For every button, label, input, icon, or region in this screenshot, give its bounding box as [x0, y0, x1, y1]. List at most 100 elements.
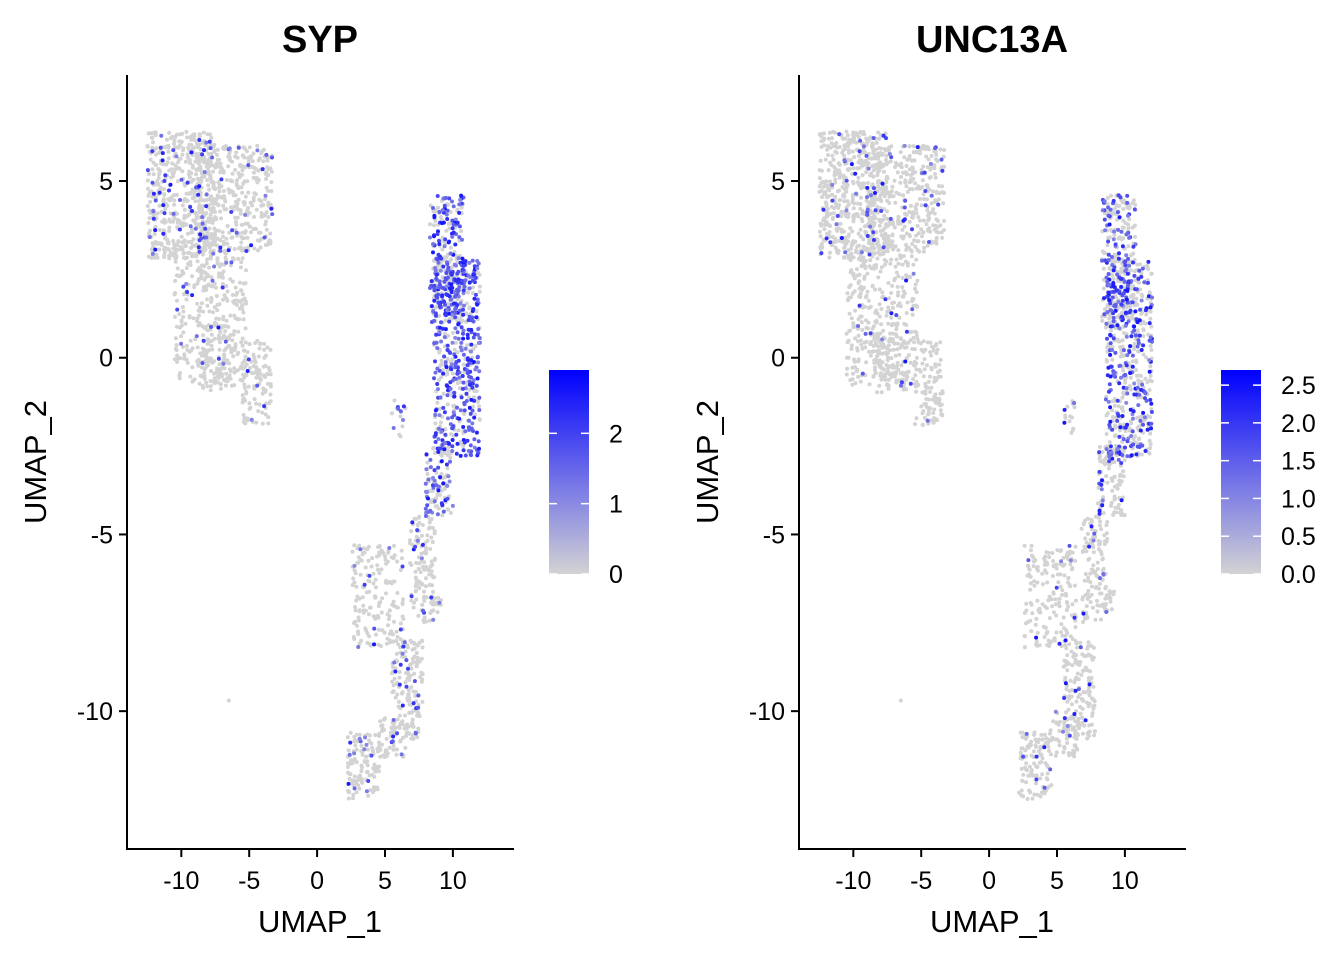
- cell-point: [890, 322, 895, 327]
- cell-point: [355, 560, 360, 565]
- cell-point-expressing: [450, 234, 455, 239]
- cell-point: [218, 170, 223, 175]
- cell-point-expressing: [455, 405, 459, 410]
- cell-point: [384, 641, 389, 646]
- cell-point: [876, 130, 881, 135]
- cell-point: [474, 389, 479, 394]
- cell-point: [942, 164, 947, 169]
- cell-point: [223, 329, 228, 334]
- cell-point: [262, 342, 267, 346]
- cell-point: [200, 324, 205, 329]
- cell-point-expressing: [395, 731, 399, 736]
- cell-point: [939, 412, 944, 417]
- cell-point: [204, 355, 209, 360]
- cell-point-expressing: [358, 547, 363, 552]
- cell-point: [414, 651, 419, 655]
- cell-point: [440, 368, 445, 373]
- cell-point: [851, 271, 856, 276]
- cell-point: [926, 145, 931, 150]
- cell-point: [247, 224, 252, 229]
- cell-point: [256, 409, 261, 414]
- cell-point: [266, 239, 271, 244]
- cell-point: [1097, 581, 1102, 586]
- cell-point: [881, 342, 886, 347]
- cell-point: [406, 692, 411, 697]
- cell-point: [894, 334, 899, 339]
- cell-point: [858, 379, 863, 384]
- cell-point: [842, 153, 847, 158]
- cell-point: [921, 164, 926, 169]
- cell-point: [209, 332, 214, 337]
- cell-point-expressing: [477, 395, 482, 400]
- cell-point: [256, 248, 260, 253]
- cell-point: [904, 184, 909, 189]
- cell-point: [259, 199, 264, 204]
- cell-point: [1119, 266, 1124, 271]
- cell-point-expressing: [466, 273, 471, 278]
- cell-point: [213, 228, 218, 233]
- cell-point: [379, 610, 384, 615]
- cell-point: [179, 334, 184, 339]
- cell-point-expressing: [437, 279, 442, 284]
- cell-point-expressing: [451, 424, 456, 429]
- cell-point-expressing: [435, 346, 440, 351]
- cell-point: [356, 629, 360, 634]
- cell-point: [477, 404, 481, 409]
- cell-point: [902, 291, 907, 296]
- cell-point-expressing: [457, 210, 462, 215]
- cell-point: [215, 202, 220, 207]
- cell-point: [933, 175, 938, 180]
- cell-point: [260, 421, 265, 426]
- cell-point: [445, 466, 450, 471]
- cell-point: [245, 416, 250, 421]
- cell-point: [167, 225, 172, 230]
- cell-point: [1139, 452, 1144, 457]
- cell-point: [883, 262, 887, 267]
- cell-point: [408, 673, 413, 678]
- cell-point: [420, 672, 425, 677]
- cell-point: [256, 158, 261, 163]
- cell-point: [446, 221, 451, 226]
- cell-point: [863, 229, 868, 234]
- cell-point: [358, 773, 362, 778]
- cell-point: [915, 150, 920, 155]
- cell-point: [212, 305, 217, 310]
- cell-point: [930, 189, 935, 194]
- cell-point: [264, 401, 269, 406]
- cell-point: [1115, 486, 1120, 491]
- cell-point-expressing: [457, 202, 462, 207]
- cell-point: [403, 724, 408, 729]
- cell-point: [902, 224, 907, 229]
- cell-point: [870, 164, 875, 169]
- cell-point: [1121, 207, 1126, 211]
- cell-point: [360, 595, 365, 600]
- cell-point: [205, 303, 210, 308]
- cell-point: [246, 384, 251, 389]
- cell-point-expressing: [450, 503, 455, 508]
- cell-point: [226, 698, 231, 703]
- cell-point: [1138, 287, 1143, 292]
- cell-point: [396, 642, 401, 647]
- cell-point: [207, 187, 211, 192]
- cell-point: [860, 328, 865, 332]
- cell-point: [191, 378, 195, 383]
- cell-point: [1130, 312, 1135, 317]
- cell-point: [862, 246, 867, 251]
- cell-point: [430, 583, 435, 588]
- cell-point: [892, 225, 897, 230]
- cell-point-expressing: [459, 193, 464, 198]
- cell-point: [918, 341, 923, 346]
- cell-point-expressing: [453, 294, 458, 299]
- cell-point: [895, 284, 900, 289]
- cell-point: [266, 381, 270, 386]
- cell-point: [353, 571, 358, 576]
- cell-point: [262, 347, 267, 352]
- cell-point: [192, 134, 197, 139]
- cell-point: [880, 190, 885, 194]
- cell-point: [198, 156, 203, 161]
- cell-point: [856, 339, 860, 344]
- cell-point-expressing: [220, 285, 225, 290]
- cell-point: [222, 353, 227, 357]
- cell-point: [1099, 617, 1103, 622]
- cell-point: [146, 186, 150, 191]
